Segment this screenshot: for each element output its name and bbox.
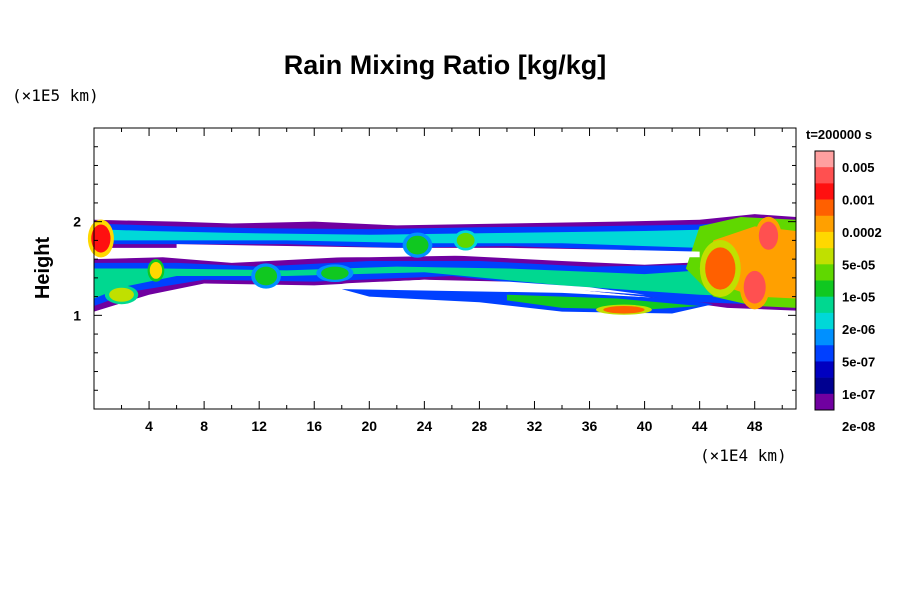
x-tick-label: 8 <box>200 418 208 434</box>
chart-title: Rain Mixing Ratio [kg/kg] <box>284 50 607 80</box>
colorbar-label: 0.0002 <box>842 225 882 240</box>
rain-core <box>758 221 779 250</box>
rain-core <box>255 266 278 286</box>
colorbar-segment <box>815 312 834 330</box>
y-unit-label: (×1E5 km) <box>12 86 99 105</box>
colorbar-segment <box>815 215 834 233</box>
x-tick-label: 40 <box>637 418 653 434</box>
colorbar-segment <box>815 361 834 378</box>
colorbar-label: 5e-05 <box>842 257 875 272</box>
y-axis: 12 <box>73 146 796 391</box>
colorbar-segment <box>815 167 834 184</box>
colorbar-label: 2e-06 <box>842 322 875 337</box>
colorbar-segment <box>815 199 834 217</box>
x-unit-label: (×1E4 km) <box>700 446 787 465</box>
x-tick-label: 28 <box>472 418 488 434</box>
colorbar-label: 2e-08 <box>842 419 875 434</box>
y-tick-label: 2 <box>73 214 81 230</box>
colorbar-segment <box>815 377 834 395</box>
colorbar-segment <box>815 280 834 297</box>
plot-frame <box>93 127 797 410</box>
rain-core <box>91 224 111 253</box>
x-tick-label: 44 <box>692 418 708 434</box>
x-axis: 4 8 12 16 20 24 28 32 36 40 44 48 <box>121 128 783 434</box>
x-tick-label: 20 <box>362 418 378 434</box>
x-tick-label: 36 <box>582 418 598 434</box>
y-tick-label: 1 <box>73 307 81 323</box>
x-tick-label: 32 <box>527 418 543 434</box>
y-axis-label: Height <box>32 237 54 300</box>
rain-band-upper-inner <box>94 226 796 254</box>
rain-core <box>456 232 475 248</box>
x-tick-label: 16 <box>306 418 322 434</box>
colorbar-segment <box>815 264 834 281</box>
colorbar-segment <box>815 345 834 362</box>
x-tick-label: 48 <box>747 418 763 434</box>
rain-core <box>321 266 349 280</box>
colorbar-segment <box>815 248 834 265</box>
colorbar-segment <box>815 231 834 249</box>
x-tick-label: 12 <box>251 418 267 434</box>
rain-intensity-cores <box>87 216 782 315</box>
colorbar-label: 0.001 <box>842 193 875 208</box>
colorbar-segment <box>815 183 834 200</box>
rain-core <box>603 305 645 314</box>
colorbar-label: 1e-05 <box>842 290 875 305</box>
rain-gap-lower <box>341 279 645 295</box>
colorbar-label: 0.005 <box>842 160 875 175</box>
colorbar: 0.005 0.001 0.0002 5e-05 1e-05 2e-06 5e-07 1e-0… <box>814 150 882 434</box>
rain-core <box>406 235 429 255</box>
colorbar-segment <box>815 393 834 411</box>
colorbar-label: 5e-07 <box>842 354 875 369</box>
rain-core <box>149 261 163 279</box>
x-tick-label: 4 <box>145 418 153 434</box>
rain-gap-upper <box>176 244 700 258</box>
rain-core <box>743 270 766 304</box>
x-tick-label: 24 <box>417 418 433 434</box>
colorbar-segment <box>815 296 834 314</box>
colorbar-label: 1e-07 <box>842 387 875 402</box>
colorbar-frame <box>814 150 835 411</box>
rain-core <box>109 287 134 302</box>
rain-core <box>705 247 736 290</box>
time-label: t=200000 s <box>806 127 872 142</box>
colorbar-segment <box>815 151 834 168</box>
rain-band-lower-inner <box>506 294 700 310</box>
colorbar-segment <box>815 329 834 346</box>
